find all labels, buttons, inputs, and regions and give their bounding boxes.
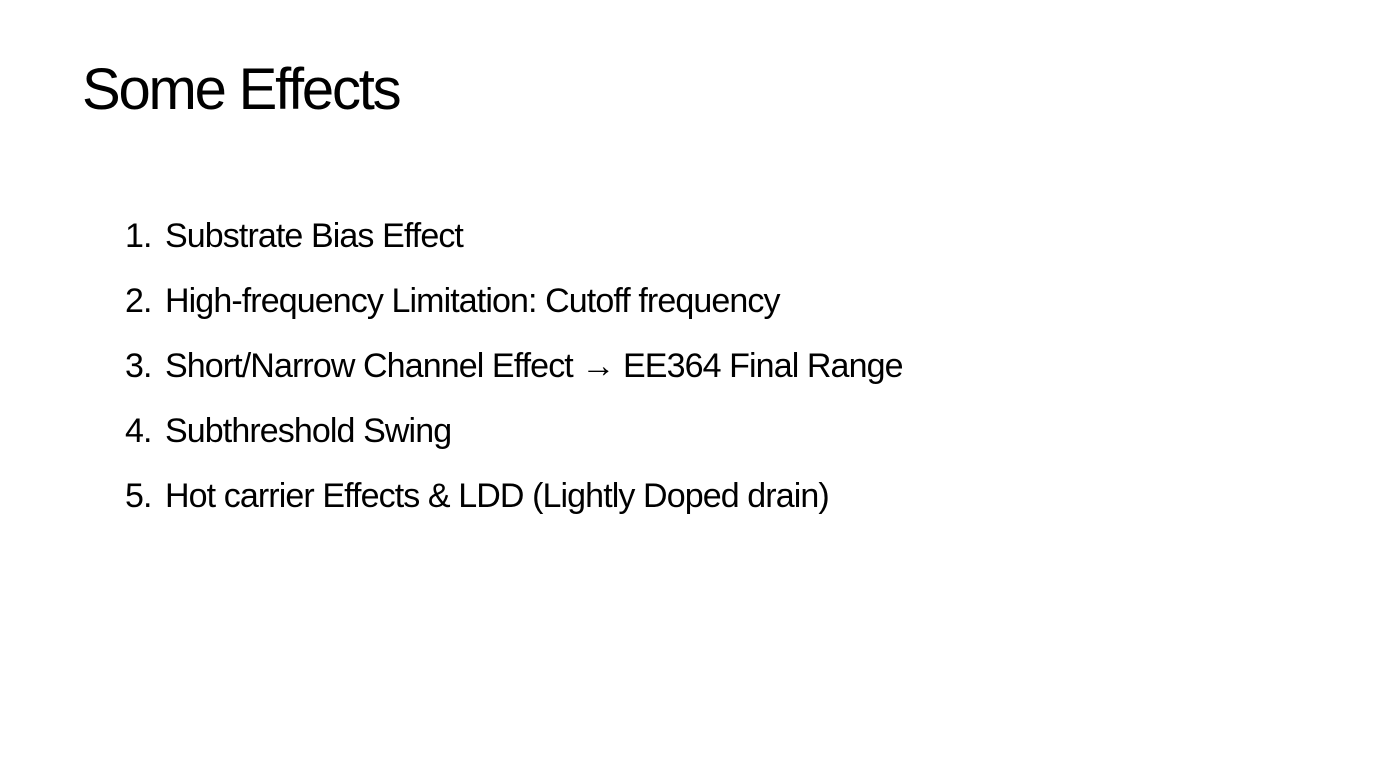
list-item: 1. Substrate Bias Effect [125, 208, 903, 273]
list-item-number: 5. [125, 477, 152, 515]
list-item: 5. Hot carrier Effects & LDD (Lightly Do… [125, 468, 903, 533]
list-item: 3. Short/Narrow Channel Effect → EE364 F… [125, 338, 903, 403]
effects-list: 1. Substrate Bias Effect 2. High-frequen… [125, 208, 903, 533]
list-item-text: Subthreshold Swing [165, 412, 452, 450]
list-item-text: Hot carrier Effects & LDD (Lightly Doped… [165, 477, 830, 515]
list-item-text: Substrate Bias Effect [165, 217, 464, 255]
list-item: 2. High-frequency Limitation: Cutoff fre… [125, 273, 903, 338]
list-item-number: 4. [125, 412, 152, 450]
list-item-number: 3. [125, 347, 152, 385]
list-item-text: Short/Narrow Channel Effect → EE364 Fina… [165, 347, 903, 385]
list-item-number: 1. [125, 217, 152, 255]
list-item-number: 2. [125, 282, 152, 320]
list-item: 4. Subthreshold Swing [125, 403, 903, 468]
list-item-text: High-frequency Limitation: Cutoff freque… [165, 282, 780, 320]
slide-title: Some Effects [82, 57, 402, 122]
